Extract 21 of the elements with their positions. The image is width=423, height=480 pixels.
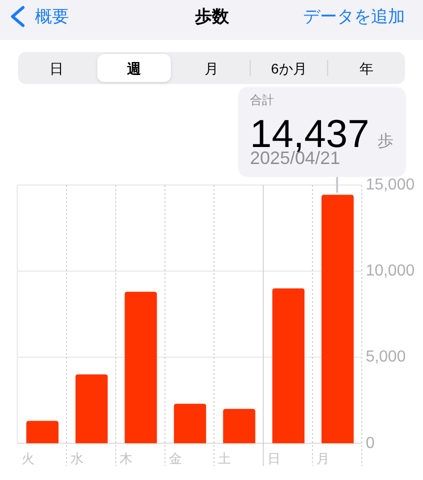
x-tick-label: 月: [316, 451, 330, 466]
x-tick-label: 火: [21, 451, 34, 466]
y-tick-label: 15,000: [366, 176, 415, 194]
segment-label: 週: [127, 60, 142, 76]
add-data-link-label: データを追加: [303, 7, 405, 26]
callout-unit: 歩: [377, 133, 394, 150]
segment-label: 月: [204, 60, 218, 76]
title: 歩数: [195, 7, 229, 26]
x-tick-label: 土: [218, 451, 232, 466]
back-link-label: 概要: [35, 7, 69, 26]
x-tick-label: 木: [120, 451, 133, 466]
segment-label: 年: [359, 60, 374, 76]
segment-label: 6か月: [271, 60, 307, 76]
segment-label: 日: [50, 60, 64, 76]
y-tick-label: 5,000: [366, 348, 406, 366]
x-tick-label: 日: [267, 451, 280, 466]
y-tick-label: 10,000: [366, 262, 415, 280]
x-tick-label: 金: [168, 451, 182, 466]
callout-caption: 合計: [250, 93, 274, 107]
x-tick-label: 水: [70, 451, 84, 466]
y-tick-label: 0: [366, 434, 375, 452]
